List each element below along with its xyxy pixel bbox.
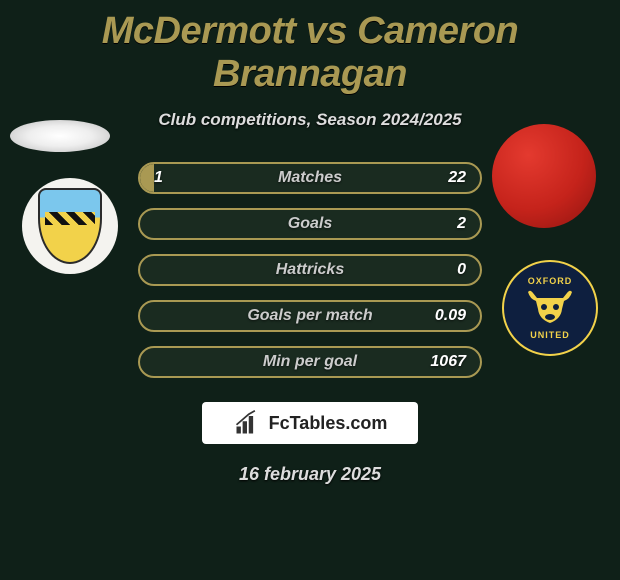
player-left-avatar (10, 120, 110, 152)
stat-row: Matches1 22 (138, 162, 482, 194)
page-title: McDermott vs Cameron Brannagan (0, 0, 620, 96)
bar-chart-icon (233, 409, 261, 437)
stat-fill-left (140, 164, 154, 192)
fctables-badge: FcTables.com (202, 402, 418, 444)
stat-label: Goals per match (140, 302, 480, 330)
fctables-text: FcTables.com (269, 413, 388, 434)
comparison-date: 16 february 2025 (0, 464, 620, 485)
stat-label: Min per goal (140, 348, 480, 376)
stat-value-left: 1 (154, 164, 163, 192)
stat-pill: Min per goal1067 (138, 346, 482, 378)
stat-value-right: 22 (448, 164, 466, 192)
stat-value-right: 0 (457, 256, 466, 284)
stat-row: Hattricks0 (138, 254, 482, 286)
stat-label: Matches (140, 164, 480, 192)
stat-row: Goals per match0.09 (138, 300, 482, 332)
stat-pill: Hattricks0 (138, 254, 482, 286)
stat-label: Goals (140, 210, 480, 238)
stat-value-right: 1067 (430, 348, 466, 376)
stat-pill: Goals per match0.09 (138, 300, 482, 332)
stat-value-right: 2 (457, 210, 466, 238)
stat-pill: Goals2 (138, 208, 482, 240)
stats-container: Matches1 22 Goals2 Hattricks0 Goals per matc… (0, 162, 620, 378)
stat-pill: Matches1 22 (138, 162, 482, 194)
stat-value-right: 0.09 (435, 302, 466, 330)
stat-row: Goals2 (138, 208, 482, 240)
stat-label: Hattricks (140, 256, 480, 284)
stat-row: Min per goal1067 (138, 346, 482, 378)
